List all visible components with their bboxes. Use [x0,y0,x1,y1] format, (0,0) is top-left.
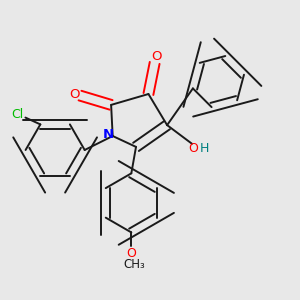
Text: Cl: Cl [11,108,23,121]
Text: N: N [102,128,114,141]
Text: O: O [151,50,161,63]
Text: O: O [189,142,199,155]
Text: O: O [69,88,80,100]
Text: O: O [126,247,136,260]
Text: CH₃: CH₃ [124,258,145,271]
Text: H: H [200,142,209,155]
